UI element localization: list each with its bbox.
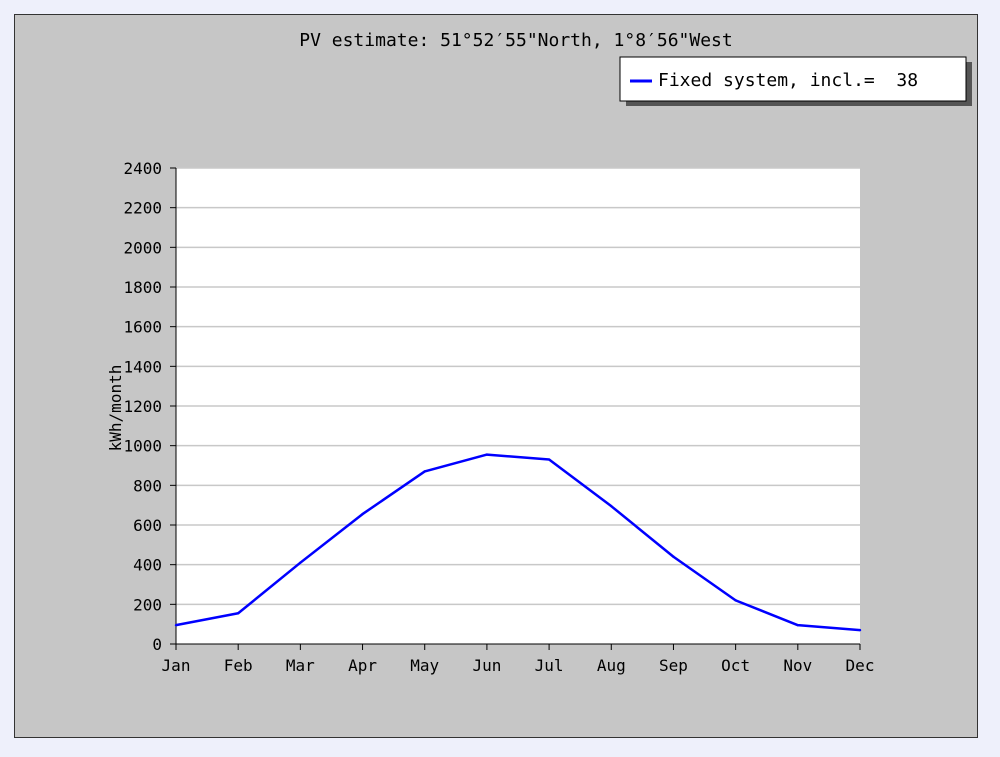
x-tick-label: Jul <box>535 656 564 675</box>
y-tick-label: 600 <box>133 516 162 535</box>
x-tick-label: May <box>410 656 439 675</box>
x-tick-label: Dec <box>846 656 875 675</box>
y-tick-label: 2400 <box>123 159 162 178</box>
legend: Fixed system, incl.= 38 <box>619 56 972 106</box>
y-tick-label: 1800 <box>123 278 162 297</box>
y-axis: 0 200 400 600 800 1000 1200 1400 1600 1800 2000 220… <box>123 159 176 654</box>
data-point <box>672 555 675 558</box>
series-group <box>174 453 862 632</box>
x-tick-label: Oct <box>721 656 750 675</box>
y-tick-label: 1600 <box>123 318 162 337</box>
data-point <box>423 470 426 473</box>
x-tick-label: Feb <box>224 656 253 675</box>
y-tick-label: 1000 <box>123 437 162 456</box>
y-tick-label: 0 <box>152 635 162 654</box>
x-tick-label: Mar <box>286 656 315 675</box>
data-point <box>610 504 613 508</box>
y-tick-label: 1200 <box>123 397 162 416</box>
data-point <box>858 628 862 632</box>
y-axis-label: kWh/month <box>106 365 125 452</box>
data-point <box>299 561 302 564</box>
data-point <box>734 599 737 602</box>
data-point <box>547 458 551 461</box>
y-tick-label: 2200 <box>123 199 162 218</box>
x-tick-label: Jan <box>162 656 191 675</box>
data-point <box>485 453 489 456</box>
data-point <box>361 512 364 516</box>
x-tick-label: Sep <box>659 656 688 675</box>
y-tick-label: 2000 <box>123 238 162 257</box>
chart-title: PV estimate: 51°52′55"North, 1°8′56"West <box>299 30 732 51</box>
series-line <box>175 453 861 632</box>
y-tick-label: 200 <box>133 595 162 614</box>
x-tick-label: Jun <box>472 656 501 675</box>
x-tick-label: Nov <box>783 656 812 675</box>
data-point <box>174 623 178 627</box>
x-tick-label: Apr <box>348 656 377 675</box>
data-point <box>236 612 240 615</box>
y-tick-label: 800 <box>133 476 162 495</box>
x-tick-label: Aug <box>597 656 626 675</box>
x-axis: Jan Feb Mar Apr May Jun Jul Aug Sep Oct Nov Dec <box>162 644 875 675</box>
data-point <box>796 623 800 627</box>
y-tick-label: 400 <box>133 556 162 575</box>
legend-label: Fixed system, incl.= 38 <box>658 70 918 91</box>
y-tick-label: 1400 <box>123 357 162 376</box>
